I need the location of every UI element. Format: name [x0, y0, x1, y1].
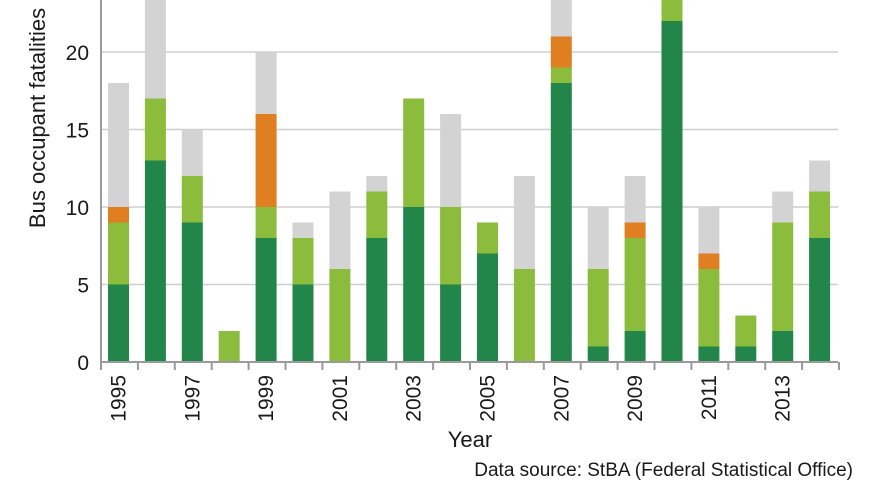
bar-segment-2007-series-3 [550, 36, 572, 68]
x-tick-label: 2003 [403, 375, 426, 422]
x-tick-label: 1997 [181, 375, 204, 422]
data-source-note: Data source: StBA (Federal Statistical O… [474, 460, 853, 481]
bar-segment-2005-series-1 [477, 253, 498, 362]
bar-segment-2001-series-2 [329, 269, 351, 362]
bar-segment-2004-series-1 [440, 284, 462, 362]
bar-segment-2014-series-2 [809, 191, 831, 238]
y-tick-label: 10 [66, 197, 89, 220]
bar-segment-1999-series-4 [255, 52, 277, 114]
bar-segment-2011-series-3 [698, 253, 720, 269]
bar-segment-2007-series-4 [550, 0, 572, 37]
bar-segment-1995-series-1 [108, 284, 129, 362]
bar-segment-1996-series-2 [144, 98, 166, 161]
x-tick-label: 2007 [550, 375, 573, 422]
bar-segment-2006-series-4 [513, 176, 535, 269]
x-tick-label: 1995 [108, 375, 131, 422]
bar-segment-2008-series-2 [587, 269, 609, 347]
bar-segment-2001-series-4 [329, 191, 351, 269]
y-axis-title: Bus occupant fatalities [25, 8, 50, 228]
bar-segment-1995-series-4 [108, 83, 129, 207]
bar-segment-2011-series-2 [698, 269, 720, 347]
bar-segment-1995-series-2 [108, 222, 129, 285]
axes [100, 0, 838, 363]
bar-segment-2005-series-2 [477, 222, 498, 254]
bar-segment-1997-series-2 [181, 176, 203, 223]
y-tick-labels: 0 5 10 15 20 [66, 42, 89, 375]
bars [108, 0, 831, 362]
bar-segment-2009-series-2 [624, 238, 646, 331]
bar-segment-2013-series-2 [772, 222, 794, 331]
bar-segment-2014-series-1 [809, 238, 831, 362]
bar-segment-2004-series-2 [440, 207, 462, 285]
bar-segment-2000-series-2 [292, 238, 314, 285]
x-tick-label: 1999 [255, 375, 278, 422]
x-tick-label: 2011 [698, 375, 721, 420]
bar-segment-2000-series-4 [292, 222, 314, 238]
bar-segment-2007-series-2 [550, 67, 572, 83]
bar-segment-1999-series-1 [255, 238, 277, 362]
bar-segment-2013-series-4 [772, 191, 794, 223]
y-tick-label: 15 [66, 120, 89, 143]
bar-segment-2013-series-1 [772, 331, 794, 362]
x-tick-label: 2013 [772, 375, 795, 422]
bar-segment-2009-series-3 [624, 222, 646, 238]
x-tick-label: 2001 [329, 375, 352, 422]
bar-segment-2014-series-4 [809, 160, 831, 192]
bar-segment-2006-series-2 [513, 269, 535, 362]
bar-segment-1997-series-1 [181, 222, 203, 362]
x-tick-label: 2009 [624, 375, 647, 422]
bar-segment-1999-series-2 [255, 207, 277, 238]
bar-segment-2011-series-1 [698, 346, 720, 362]
bar-segment-1998-series-2 [218, 331, 240, 362]
gridlines [101, 51, 838, 286]
bar-segment-2008-series-1 [587, 346, 609, 362]
bar-segment-1999-series-3 [255, 114, 277, 207]
x-tick-label: 2005 [477, 375, 500, 422]
bar-segment-2009-series-1 [624, 331, 646, 362]
bar-segment-2012-series-2 [735, 315, 757, 347]
bar-segment-2002-series-4 [366, 176, 388, 192]
y-tick-label: 5 [77, 275, 89, 298]
bar-segment-2008-series-4 [587, 207, 609, 269]
x-tick-labels: 1995 1997 1999 2001 2003 2005 2007 2009 2011 2013 [100, 362, 840, 422]
bar-segment-2003-series-1 [403, 207, 425, 362]
bar-segment-2010-series-1 [661, 21, 683, 362]
x-axis-title: Year [448, 427, 492, 452]
bar-segment-2012-series-1 [735, 346, 757, 362]
bar-segment-2010-series-2 [661, 0, 683, 21]
bar-segment-1996-series-1 [144, 160, 166, 362]
bar-segment-1996-series-4 [144, 0, 166, 99]
bar-segment-2003-series-2 [403, 98, 425, 207]
bar-segment-2011-series-4 [698, 207, 720, 254]
y-tick-label: 20 [66, 42, 89, 65]
bar-segment-2000-series-1 [292, 284, 314, 362]
bar-segment-1997-series-4 [181, 129, 203, 176]
bar-segment-1995-series-3 [108, 207, 129, 223]
bar-segment-2009-series-4 [624, 176, 646, 223]
bar-segment-2004-series-4 [440, 114, 462, 207]
bar-segment-2007-series-1 [550, 83, 572, 362]
y-tick-label: 0 [77, 352, 89, 375]
bar-segment-2002-series-2 [366, 191, 388, 238]
bar-segment-2002-series-1 [366, 238, 388, 362]
